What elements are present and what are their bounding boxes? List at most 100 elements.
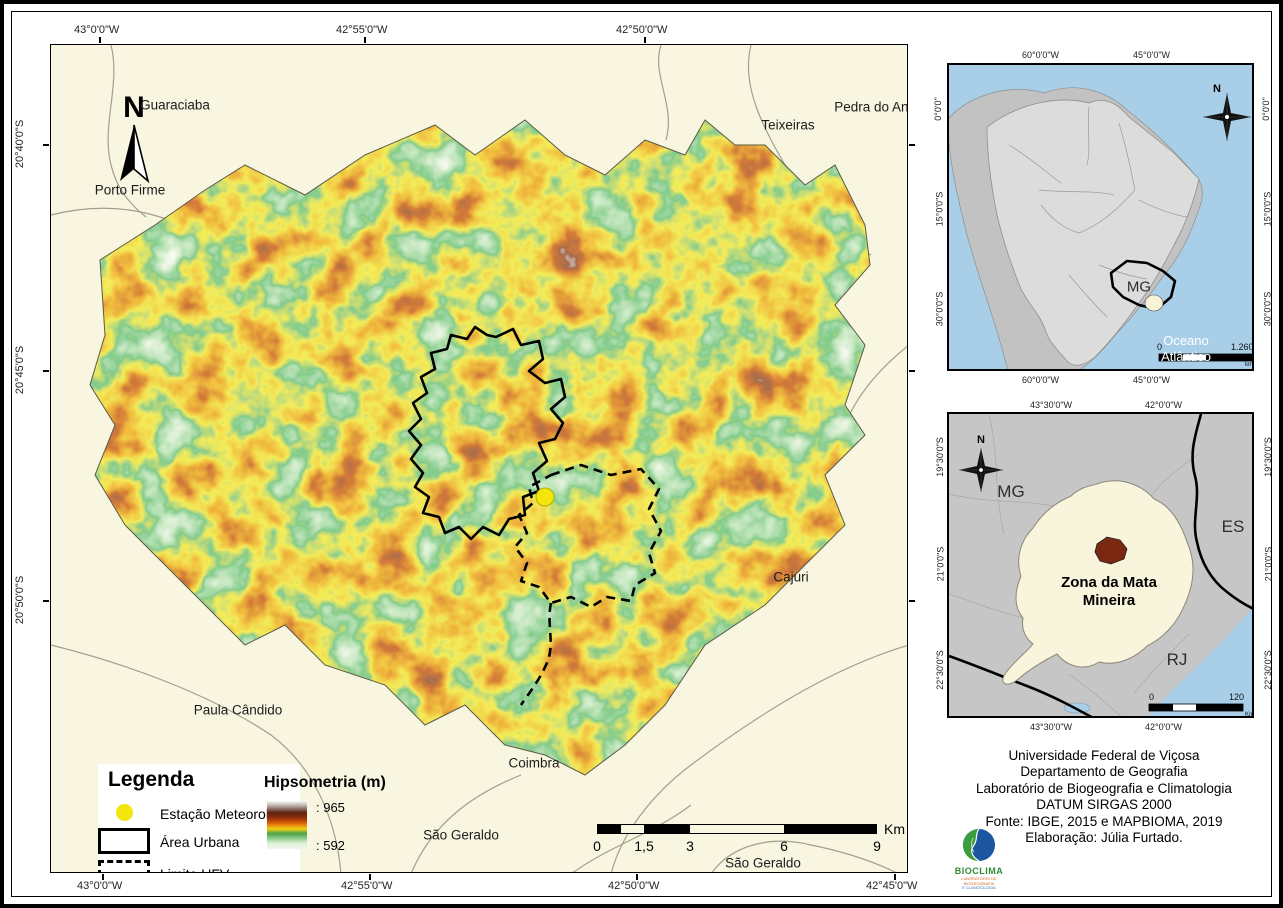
weather-station-point [535, 487, 555, 507]
main-scalebar [597, 824, 877, 834]
legend-label-station: Estação Meteorológica [160, 806, 303, 822]
place-label-guaraciaba: Guaraciaba [140, 97, 210, 113]
main-coord-left-1: 20°45'0"S [14, 345, 27, 395]
urban-swatch-icon [98, 828, 150, 854]
inset2-region-label: Zona da Mata Mineira [1061, 574, 1157, 609]
legend-label-urban: Área Urbana [160, 834, 240, 850]
inset2-right-1: 21°0'0"S [1263, 546, 1274, 582]
zona-da-mata-highlight [1144, 294, 1164, 312]
inset2-right-0: 19°30'0"S [1262, 437, 1273, 477]
inset-brazil-scale-end: 1.260 [1231, 342, 1254, 352]
credits-line-6: Elaboração: Júlia Furtado. [1025, 830, 1183, 846]
bioclima-logo-sub2: E CLIMATOLOGIA [962, 885, 996, 891]
mg-rj-border [949, 654, 1093, 716]
main-coord-top-0: 43°0'0"W [74, 24, 120, 36]
credits-line-3: Laboratório de Biogeografia e Climatolog… [976, 780, 1232, 796]
scalebar-unit: Km [884, 821, 905, 837]
inset2-ocean [1148, 608, 1252, 716]
ufv-swatch-icon [98, 860, 150, 872]
inset-brazil-mg-label: MG [1126, 278, 1152, 296]
inset-brazil-scale-unit: km [1245, 362, 1253, 368]
north-arrow: N [111, 93, 157, 190]
inset2-left-1: 21°0'0"S [935, 546, 946, 582]
credits-block: Universidade Federal de Viçosa Departame… [954, 748, 1254, 847]
inset2-left-0: 19°30'0"S [934, 437, 945, 477]
vicosa-municipality [1094, 536, 1128, 565]
inset1-right-2: 30°0'0"S [1262, 291, 1273, 327]
hipsometry-min: : 592 [316, 838, 345, 853]
inset2-scalebar [1148, 703, 1244, 712]
hypsometric-terrain [90, 120, 870, 775]
inset2-mg-label: MG [997, 482, 1025, 501]
place-label-sao-geraldo: São Geraldo [423, 827, 499, 843]
inset1-left-1: 15°0'0"S [934, 191, 945, 227]
bioclima-logo-name: BIOCLIMA [954, 866, 1004, 876]
north-arrow-icon [120, 124, 150, 184]
legend-label-ufv: Limite UFV [160, 866, 229, 872]
place-label-teixeiras: Teixeiras [761, 117, 815, 133]
main-coord-bot-3: 42°45'0"W [866, 880, 918, 892]
inset-brazil-svg [949, 87, 1252, 369]
scalebar-tick-9: 9 [873, 838, 881, 854]
inset2-compass-rose-icon [959, 448, 1003, 492]
inset-brazil: N Oceano Atlântico MG 0 1.260 km [947, 63, 1254, 371]
ufv-limit-boundary [513, 463, 663, 609]
study-area-outline [89, 119, 871, 776]
scalebar-tick-3: 3 [686, 838, 694, 854]
inset-zona-da-mata: N MG ES RJ Zona da Mata Mineira 0 120 Km [947, 412, 1254, 718]
hipsometry-max: : 965 [316, 800, 345, 815]
inset2-es-label: ES [1221, 517, 1245, 536]
inset2-scale-end: 120 [1229, 692, 1245, 702]
inset1-top-0: 60°0'0"W [1022, 50, 1060, 60]
inset1-left-0: 0°0'0" [932, 97, 943, 121]
main-coord-top-1: 42°55'0"W [336, 24, 388, 36]
place-label-paula-candido: Paula Cândido [193, 702, 283, 718]
sheet-inner-frame [11, 11, 1272, 897]
main-coord-bot-1: 42°55'0"W [341, 880, 393, 892]
compass-rose-icon [1203, 93, 1251, 141]
terrain-layer [51, 45, 907, 872]
place-label-coimbra: Coimbra [508, 755, 560, 771]
inset2-scale-unit: Km [1245, 712, 1254, 718]
credits-line-5: Fonte: IBGE, 2015 e MAPBIOMA, 2019 [985, 813, 1223, 829]
hipsometry-title: Hipsometria (m) [264, 774, 386, 791]
place-label-cajuri: Cajuri [773, 569, 809, 585]
place-label-pedra-do-anta: Pedra do Anta [834, 99, 908, 115]
inset2-rj-label: RJ [1166, 650, 1188, 669]
ufv-limit-boundary-south [519, 602, 553, 706]
hipsometry-ramp-icon [267, 801, 307, 849]
bioclima-logo: BIOCLIMA LABORATÓRIO DE BIOGEOGRAFIA E C… [948, 828, 1010, 891]
place-label-sao-geraldo-2: São Geraldo [725, 855, 801, 871]
legend: Legenda Estação Meteorológica Área Urban… [98, 764, 303, 872]
inset-brazil-scale-start: 0 [1157, 342, 1163, 352]
inset1-top-1: 45°0'0"W [1133, 50, 1171, 60]
inset-brazil-north-label: N [1213, 83, 1221, 95]
inset1-left-2: 30°0'0"S [934, 291, 945, 327]
state-borders [1008, 106, 1188, 318]
scalebar-tick-0: 0 [593, 838, 601, 854]
inset-zona-svg [949, 414, 1252, 716]
zona-da-mata-region [1002, 480, 1194, 685]
inset2-north-label: N [977, 434, 985, 446]
inset2-bot-1: 42°0'0"W [1145, 722, 1183, 732]
main-map: N Guaraciaba Porto Firme Teixeiras Pedra… [50, 44, 908, 873]
inset2-bot-0: 43°30'0"W [1030, 722, 1073, 732]
inset1-bot-0: 60°0'0"W [1022, 375, 1060, 385]
urban-area-boundary [407, 325, 567, 541]
main-coord-bot-2: 42°50'0"W [608, 880, 660, 892]
bioclima-logo-icon [963, 828, 995, 862]
bioclima-logo-sub1: LABORATÓRIO DE BIOGEOGRAFIA [961, 876, 997, 887]
credits-line-4: DATUM SIRGAS 2000 [1036, 797, 1172, 813]
mg-es-border [1191, 414, 1252, 610]
place-label-porto-firme: Porto Firme [94, 182, 166, 198]
inset2-left-2: 22°30'0"S [934, 650, 945, 690]
inset2-right-2: 22°30'0"S [1262, 650, 1273, 690]
credits-line-1: Universidade Federal de Viçosa [1008, 748, 1200, 763]
inset-brazil-scalebar [1158, 353, 1252, 362]
inset1-right-1: 15°0'0"S [1262, 191, 1273, 227]
station-swatch-icon [116, 804, 133, 821]
inset2-top-0: 43°30'0"W [1030, 400, 1073, 410]
main-coord-left-0: 20°40'0"S [14, 119, 27, 169]
main-coord-top-2: 42°50'0"W [616, 24, 668, 36]
